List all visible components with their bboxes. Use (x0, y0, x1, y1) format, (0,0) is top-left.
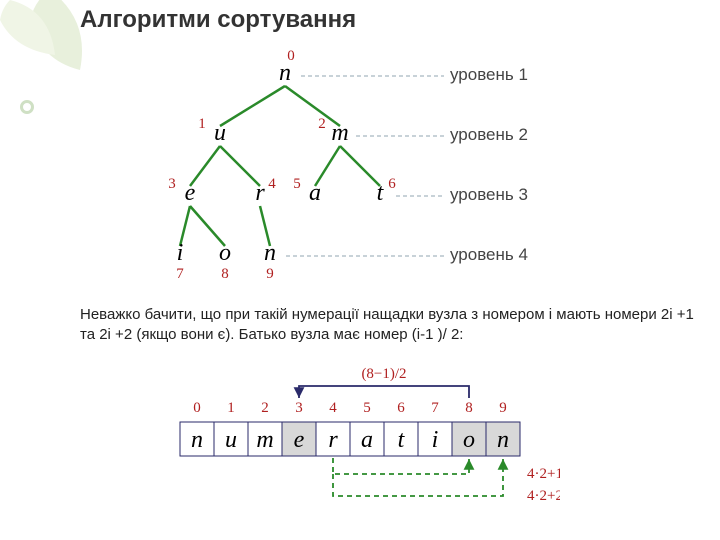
array-letter: u (225, 427, 237, 453)
level-label: уровень 3 (450, 185, 528, 204)
array-letter: a (361, 427, 373, 453)
tree-node-index: 9 (266, 266, 274, 282)
tree-node-index: 4 (268, 176, 276, 192)
array-index: 2 (261, 400, 269, 416)
level-label: уровень 4 (450, 245, 528, 264)
array-diagram: 0n1u2m3e4r5a6t7i8o9n(8−1)/24·2+14·2+2 (160, 360, 560, 520)
arrow-parent (299, 386, 469, 398)
tree-node-index: 6 (388, 176, 396, 192)
tree-node-index: 0 (287, 48, 295, 64)
tree-edge (340, 146, 380, 186)
array-letter: m (256, 427, 273, 453)
arrow-child-1 (333, 458, 469, 474)
arrow-child-2 (333, 459, 503, 496)
tree-edge (220, 86, 285, 126)
array-letter: n (191, 427, 203, 453)
tree-node-letter: e (185, 180, 196, 206)
array-letter: n (497, 427, 509, 453)
array-index: 6 (397, 400, 405, 416)
array-index: 0 (193, 400, 201, 416)
tree-node-index: 5 (293, 176, 301, 192)
tree-node-letter: a (309, 180, 321, 206)
array-letter: o (463, 427, 475, 453)
level-label: уровень 2 (450, 125, 528, 144)
tree-diagram: уровень 1 уровень 2 уровень 3 уровень 4 n 0 u1… (140, 40, 580, 300)
level-label: уровень 1 (450, 65, 528, 84)
page-title: Алгоритми сортування (80, 6, 356, 34)
array-index: 4 (329, 400, 337, 416)
formula-child-2: 4·2+2 (527, 488, 560, 504)
ring-decoration (20, 100, 34, 114)
tree-edge (220, 146, 260, 186)
array-letter: r (328, 427, 338, 453)
tree-node-index: 8 (221, 266, 229, 282)
tree-node-letter: t (377, 180, 385, 206)
body-text: Неважко бачити, що при такій нумерації н… (80, 305, 700, 344)
array-index: 8 (465, 400, 473, 416)
tree-node-letter: i (177, 240, 184, 266)
array-letter: e (294, 427, 305, 453)
tree-node-letter: m (331, 120, 348, 146)
formula-child-1: 4·2+1 (527, 466, 560, 482)
tree-node-letter: o (219, 240, 231, 266)
array-index: 1 (227, 400, 235, 416)
tree-node-index: 2 (318, 116, 326, 132)
tree-node-index: 7 (176, 266, 184, 282)
array-letter: i (432, 427, 439, 453)
tree-node-letter: r (255, 180, 265, 206)
formula-parent: (8−1)/2 (361, 366, 406, 382)
array-index: 7 (431, 400, 439, 416)
tree-node-index: 1 (198, 116, 206, 132)
array-index: 9 (499, 400, 507, 416)
array-index: 5 (363, 400, 371, 416)
tree-node-index: 3 (168, 176, 176, 192)
tree-node-letter: u (214, 120, 226, 146)
array-index: 3 (295, 400, 303, 416)
tree-node-letter: n (264, 240, 276, 266)
